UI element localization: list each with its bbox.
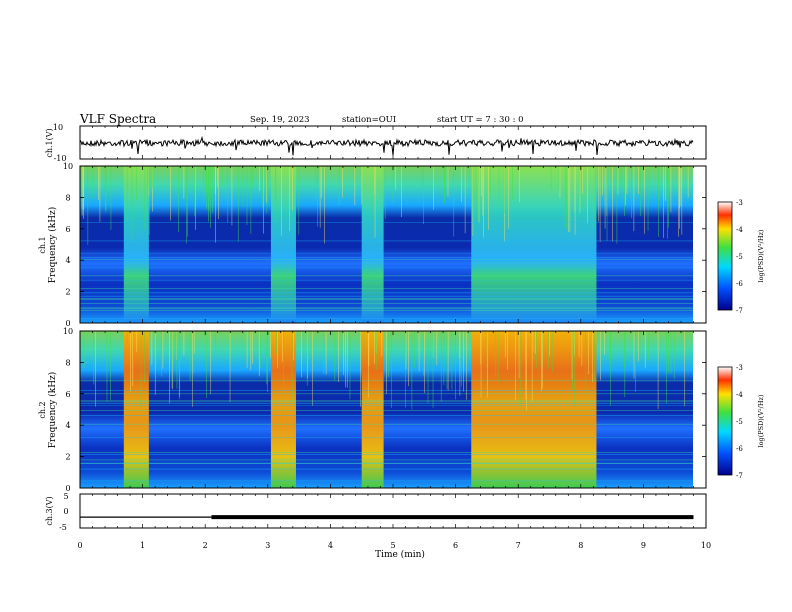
ch2-colorbar-tick--4: -4	[736, 391, 743, 399]
ch1-ytick-2: 2	[65, 288, 70, 297]
ch2-ytick-10: 10	[63, 327, 73, 336]
xtick-5: 5	[390, 541, 395, 550]
xtick-9: 9	[641, 541, 646, 550]
xtick-10: 10	[701, 541, 711, 550]
ch1-colorbar-tick--3: -3	[736, 199, 743, 207]
ch1-ytick-6: 6	[65, 225, 70, 234]
ch1-colorbar-tick--7: -7	[736, 307, 743, 315]
ch1-waveform-ylabel: ch.1(V)	[45, 128, 54, 157]
ch2-spectrogram-ylabel: Frequency (kHz)	[47, 372, 58, 449]
ch1-colorbar-tick--4: -4	[736, 226, 743, 234]
xtick-0: 0	[77, 541, 82, 550]
ch2-colorbar-tick--7: -7	[736, 472, 743, 480]
xtick-6: 6	[453, 541, 458, 550]
vlf-chart: 10 -10 ch.1(V) ch.1 Frequency (kHz) 0 2 4 6…	[0, 0, 792, 612]
ch2-spectrogram-label-ch: ch.2	[38, 401, 47, 418]
ch1-colorbar-tick--5: -5	[736, 253, 743, 261]
ch2-spectrogram-background	[80, 331, 706, 488]
xtick-2: 2	[203, 541, 208, 550]
ch1-ytick-8: 8	[65, 193, 70, 202]
ch3-ytick-5: 5	[63, 492, 68, 501]
xtick-3: 3	[265, 541, 270, 550]
ch1-colorbar-scale	[718, 202, 732, 310]
ch3-frame	[80, 494, 706, 528]
ch3-ylabel: ch.3(V)	[45, 496, 54, 525]
ch2-ytick-4: 4	[65, 421, 70, 430]
xtick-1: 1	[140, 541, 145, 550]
x-axis-label: Time (min)	[375, 549, 425, 560]
xtick-8: 8	[578, 541, 583, 550]
ch2-colorbar-scale	[718, 367, 732, 475]
ch1-spectrogram-label-ch: ch.1	[38, 236, 47, 253]
ch2-colorbar-tick--6: -6	[736, 445, 743, 453]
ch1-no-data	[693, 167, 706, 323]
ch2-no-data	[693, 332, 706, 488]
ch2-burst-3	[362, 331, 384, 488]
ch1-colorbar-label: log(PSD)(V²/Hz)	[757, 229, 765, 282]
ch1-ytick-10: 10	[53, 123, 63, 132]
ch1-ytick-10: 10	[63, 162, 73, 171]
ch1-ytick-4: 4	[65, 256, 70, 265]
xtick-7: 7	[516, 541, 521, 550]
ch1-colorbar-tick--6: -6	[736, 280, 743, 288]
ch2-ytick-6: 6	[65, 390, 70, 399]
ch2-ytick-8: 8	[65, 358, 70, 367]
ch1-waveform-panel: 10 -10 ch.1(V)	[45, 123, 706, 163]
ch2-colorbar-tick--3: -3	[736, 364, 743, 372]
ch1-colorbar: -3 -4 -5 -6 -7 log(PSD)(V²/Hz)	[718, 199, 765, 315]
ch3-ytick-minus5: -5	[59, 523, 67, 532]
ch2-colorbar: -3 -4 -5 -6 -7 log(PSD)(V²/Hz)	[718, 364, 765, 480]
ch2-colorbar-tick--5: -5	[736, 418, 743, 426]
ch3-ytick-0: 0	[63, 507, 68, 516]
ch1-spectrogram-ylabel: Frequency (kHz)	[47, 207, 58, 284]
ch2-colorbar-label: log(PSD)(V²/Hz)	[757, 394, 765, 447]
ch3-level-panel: 5 0 -5 ch.3(V) 0 1 2 3 4 5 6 7 8 9 10 Time (min)	[45, 492, 711, 560]
ch2-ytick-2: 2	[65, 453, 70, 462]
xtick-4: 4	[328, 541, 333, 550]
